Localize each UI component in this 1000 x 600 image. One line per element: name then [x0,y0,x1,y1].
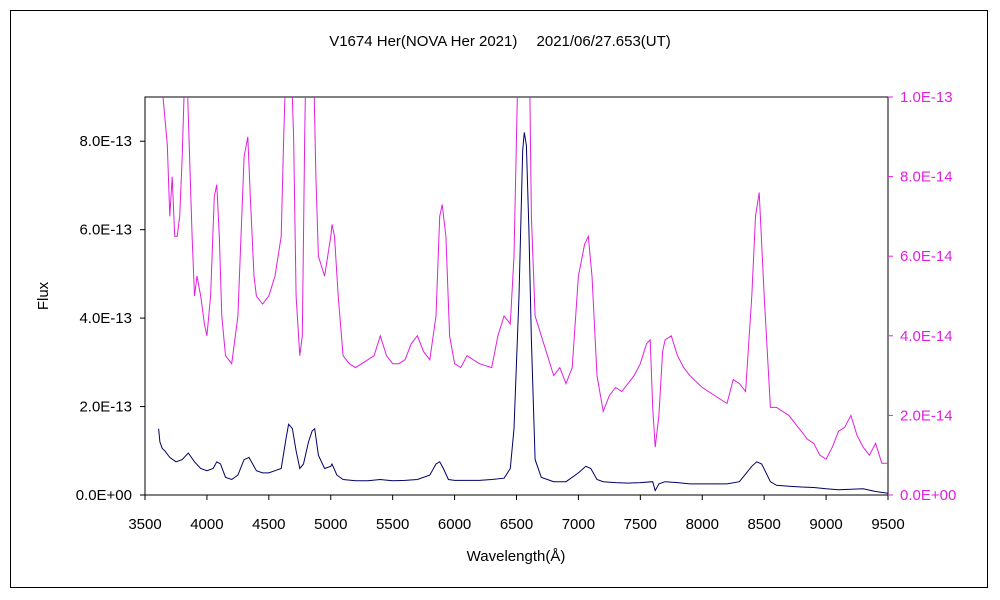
y-right-tick-label: 8.0E-14 [900,169,953,186]
series-line-left-axis [158,132,888,494]
x-tick-label: 5500 [376,516,409,533]
y-left-tick-label: 0.0E+00 [76,487,132,504]
y-left-tick-label: 8.0E-13 [79,133,132,150]
x-tick-label: 6500 [500,516,533,533]
y-right-tick-label: 0.0E+00 [900,487,956,504]
y-axis-left-ticks: 0.0E+00 2.0E-13 4.0E-13 6.0E-13 8.0E-13 [76,133,145,504]
x-tick-label: 7500 [624,516,657,533]
x-tick-label: 9500 [871,516,904,533]
x-tick-label: 3500 [128,516,161,533]
x-tick-label: 8000 [686,516,719,533]
y-right-tick-label: 6.0E-14 [900,248,953,265]
y-left-tick-label: 6.0E-13 [79,222,132,239]
x-axis-ticks: 3500 4000 4500 5000 5500 6000 6500 7000 7500 8000… [128,495,905,533]
x-tick-label: 7000 [562,516,595,533]
x-tick-label: 4500 [252,516,285,533]
x-tick-label: 4000 [190,516,223,533]
x-tick-label: 9000 [809,516,842,533]
series-layer [158,97,888,494]
series-line-right-axis [162,97,888,464]
y-axis-label: Flux [35,281,52,310]
y-right-tick-label: 2.0E-14 [900,407,953,424]
chart-frame [10,10,988,588]
y-left-tick-label: 2.0E-13 [79,399,132,416]
x-tick-label: 5000 [314,516,347,533]
y-axis-right-ticks: 0.0E+00 2.0E-14 4.0E-14 6.0E-14 8.0E-14 1.0E-… [888,89,956,504]
x-tick-label: 6000 [438,516,471,533]
x-axis-label: Wavelength(Å) [467,548,566,565]
x-tick-label: 8500 [747,516,780,533]
y-right-tick-label: 4.0E-14 [900,328,953,345]
y-right-tick-label: 1.0E-13 [900,89,953,106]
y-left-tick-label: 4.0E-13 [79,310,132,327]
chart-title: V1674 Her(NOVA Her 2021) 2021/06/27.653(… [329,33,671,50]
